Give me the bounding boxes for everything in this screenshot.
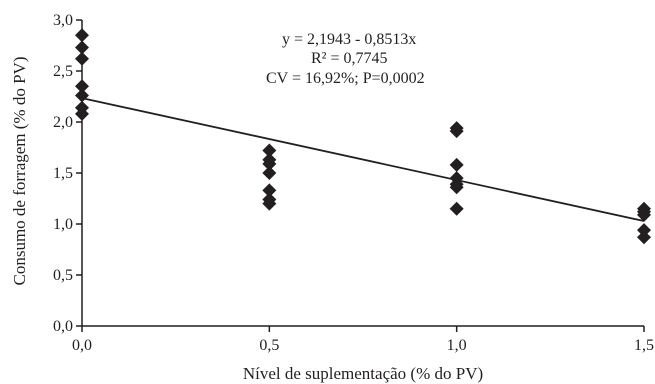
x-tick-label: 0,5 xyxy=(259,337,279,354)
data-point xyxy=(75,51,89,66)
data-point xyxy=(637,230,651,245)
y-axis-title: Consumo de forragem (% do PV) xyxy=(10,57,29,286)
data-point xyxy=(449,201,464,216)
data-point xyxy=(75,79,89,94)
regression-line-group xyxy=(81,97,645,222)
regression-equation: y = 2,1943 - 0,8513x xyxy=(282,31,416,48)
data-point xyxy=(637,223,651,238)
data-point xyxy=(262,156,277,171)
data-point xyxy=(637,207,651,222)
data-point xyxy=(262,166,277,180)
data-point xyxy=(449,180,464,195)
x-tick-label: 1,0 xyxy=(447,337,467,354)
data-point xyxy=(75,106,89,121)
data-point xyxy=(75,88,89,103)
data-point xyxy=(75,40,89,55)
data-point xyxy=(262,143,277,158)
axis-ticks: 0,0 0,5 1,0 1,5 2,0 2,5 3,0 0,0 0,5 1,0 1,5 xyxy=(53,12,654,354)
data-point xyxy=(75,28,89,43)
x-tick-label: 0,0 xyxy=(72,337,92,354)
data-point xyxy=(449,124,464,139)
y-tick-label: 3,0 xyxy=(53,12,73,29)
regression-line xyxy=(81,97,645,222)
y-tick-label: 0,5 xyxy=(53,267,73,284)
data-point xyxy=(262,196,277,211)
y-tick-label: 2,0 xyxy=(53,114,73,131)
x-tick-label: 1,5 xyxy=(634,337,654,354)
data-point xyxy=(449,157,464,172)
r-squared-label: R² = 0,7745 xyxy=(311,50,388,67)
y-tick-label: 1,0 xyxy=(53,216,73,233)
x-axis-title: Nível de suplementação (% do PV) xyxy=(243,364,483,383)
data-point xyxy=(262,183,277,198)
cv-p-value-label: CV = 16,92%; P=0,0002 xyxy=(266,70,425,87)
y-tick-label: 1,5 xyxy=(53,165,73,182)
y-tick-label: 0,0 xyxy=(53,318,73,335)
y-tick-label: 2,5 xyxy=(53,63,73,80)
data-points xyxy=(75,28,651,245)
